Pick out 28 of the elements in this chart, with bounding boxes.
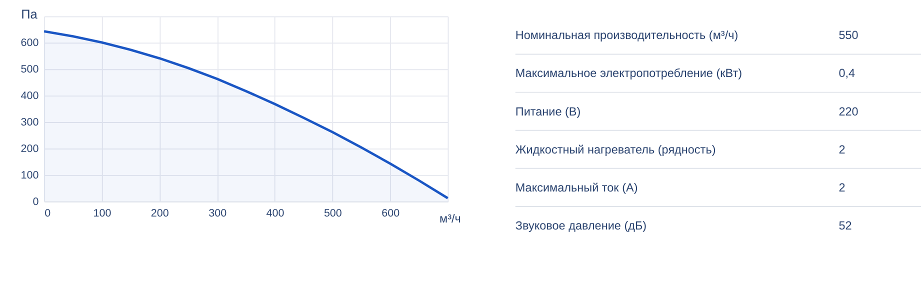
x-tick-label: 500	[324, 208, 342, 220]
y-tick-label: 300	[20, 116, 39, 128]
y-tick-label: 200	[20, 142, 39, 155]
text: 2	[838, 181, 846, 194]
x-axis-title: м³/ч	[440, 212, 461, 226]
y-axis-title: Па	[21, 6, 38, 22]
x-tick-label: 600	[382, 208, 400, 220]
text: 550	[838, 29, 858, 42]
text: 2	[838, 143, 846, 156]
x-tick-label: 300	[208, 208, 227, 220]
y-tick-label: 500	[20, 64, 39, 76]
y-tick-label: 600	[20, 37, 39, 50]
category-label: Звуковое давление (дБ)	[515, 219, 647, 232]
category-label: Максимальное электропотребление (кВт)	[515, 67, 742, 80]
text: 0,4	[838, 67, 856, 80]
text: 52	[838, 219, 852, 232]
category-label: Жидкостный нагреватель (рядность)	[515, 143, 716, 156]
x-tick-label: 0	[44, 208, 51, 220]
y-tick-label: 400	[20, 90, 39, 102]
category-label: Максимальный ток (А)	[515, 181, 638, 194]
category-label: Номинальная производительность (м³/ч)	[515, 29, 738, 42]
y-tick-label: 0	[32, 196, 39, 208]
x-tick-label: 100	[93, 208, 112, 220]
x-tick-label: 400	[266, 208, 284, 220]
text: 220	[838, 105, 858, 118]
category-label: Питание (В)	[515, 105, 581, 118]
x-tick-label: 200	[150, 208, 169, 220]
y-tick-label: 100	[20, 169, 39, 182]
